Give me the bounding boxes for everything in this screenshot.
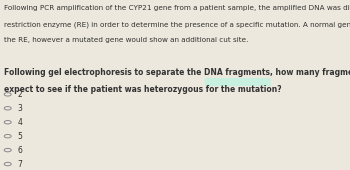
FancyBboxPatch shape (205, 78, 271, 86)
Circle shape (4, 148, 11, 152)
Text: 3: 3 (18, 104, 22, 113)
Text: the RE, however a mutated gene would show an additional cut site.: the RE, however a mutated gene would sho… (4, 37, 248, 43)
Circle shape (4, 93, 11, 96)
Text: 2: 2 (18, 90, 22, 99)
Text: 7: 7 (18, 160, 22, 168)
Circle shape (4, 107, 11, 110)
Text: 4: 4 (18, 118, 22, 127)
Text: Following gel electrophoresis to separate the DNA fragments, how many fragments : Following gel electrophoresis to separat… (4, 68, 350, 77)
Circle shape (4, 162, 11, 166)
Text: 6: 6 (18, 146, 22, 155)
Text: Following PCR amplification of the CYP21 gene from a patient sample, the amplifi: Following PCR amplification of the CYP21… (4, 5, 350, 11)
Text: 5: 5 (18, 132, 22, 141)
Circle shape (4, 134, 11, 138)
Circle shape (4, 121, 11, 124)
Text: expect to see if the patient was heterozygous for the mutation?: expect to see if the patient was heteroz… (4, 85, 281, 94)
Text: restriction enzyme (RE) in order to determine the presence of a specific mutatio: restriction enzyme (RE) in order to dete… (4, 21, 350, 28)
